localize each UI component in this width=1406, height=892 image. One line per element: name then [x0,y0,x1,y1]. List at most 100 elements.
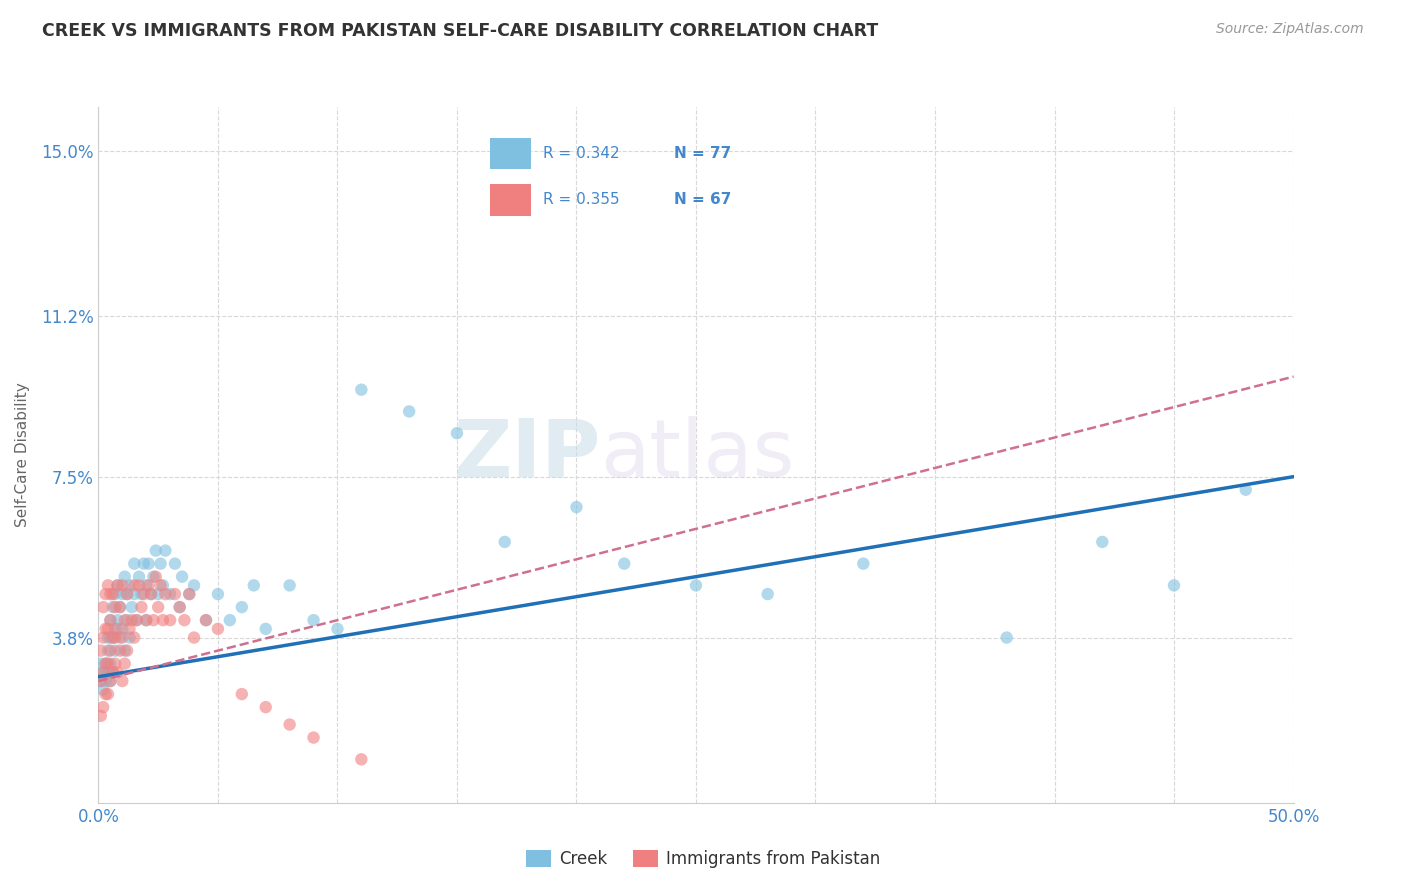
Point [613,557,636,571]
Point [115,587,138,601]
Point [124,587,146,601]
Point [94,657,117,671]
Point [179,587,201,601]
Point [128,578,150,592]
Point [231,600,253,615]
Point [159,587,181,601]
Point [98,674,122,689]
Point [101,665,124,680]
Point [90,674,112,689]
Point [243,578,266,592]
Point [107,578,129,592]
Point [139,587,162,601]
Point [118,578,141,592]
Point [494,535,516,549]
Point [98,587,122,601]
Point [169,600,191,615]
Point [97,578,120,592]
Point [1091,535,1114,549]
Point [207,587,229,601]
Point [101,587,124,601]
Point [135,613,157,627]
Point [97,622,120,636]
Point [131,600,153,615]
Point [98,613,122,627]
Point [108,600,131,615]
Point [163,587,186,601]
Point [107,622,129,636]
Point [131,587,153,601]
Point [101,665,124,680]
Point [124,557,146,571]
Point [398,404,420,418]
Point [138,557,160,571]
Point [183,578,205,592]
Point [115,613,138,627]
Point [219,613,242,627]
Point [101,600,124,615]
Point [107,578,129,592]
Point [302,731,325,745]
Point [114,613,136,627]
Point [111,674,134,689]
Point [111,587,134,601]
Point [128,570,150,584]
Text: ZIP: ZIP [453,416,600,494]
Point [108,631,131,645]
Point [278,717,301,731]
Point [1234,483,1257,497]
Point [104,600,127,615]
Point [138,578,160,592]
Point [756,587,779,601]
Point [148,587,170,601]
Point [278,578,301,592]
Point [94,665,117,680]
Point [995,631,1018,645]
Point [135,613,157,627]
Point [142,613,165,627]
Point [111,578,134,592]
Point [121,600,143,615]
Point [145,570,167,584]
Point [1163,578,1185,592]
Point [108,600,131,615]
Point [90,643,112,657]
Point [155,543,177,558]
Point [115,587,138,601]
Point [565,500,588,514]
Point [91,600,114,615]
Point [152,613,174,627]
Point [90,674,112,689]
Point [149,578,172,592]
Point [173,613,195,627]
Point [108,643,131,657]
Point [104,657,127,671]
Point [94,587,117,601]
Point [91,631,114,645]
Point [97,687,120,701]
Point [107,613,129,627]
Point [90,657,112,671]
Point [124,578,146,592]
Point [172,570,194,584]
Point [114,570,136,584]
Point [104,631,127,645]
Point [124,631,146,645]
Point [135,578,157,592]
Point [94,687,117,701]
Point [254,700,277,714]
Point [118,631,141,645]
Point [111,622,134,636]
Point [207,622,229,636]
Point [91,682,114,697]
Point [94,657,117,671]
Point [302,613,325,627]
Point [125,613,148,627]
Point [163,557,186,571]
Point [852,557,875,571]
Point [94,622,117,636]
Text: Source: ZipAtlas.com: Source: ZipAtlas.com [1216,22,1364,37]
Point [91,665,114,680]
Point [685,578,707,592]
Point [107,665,129,680]
